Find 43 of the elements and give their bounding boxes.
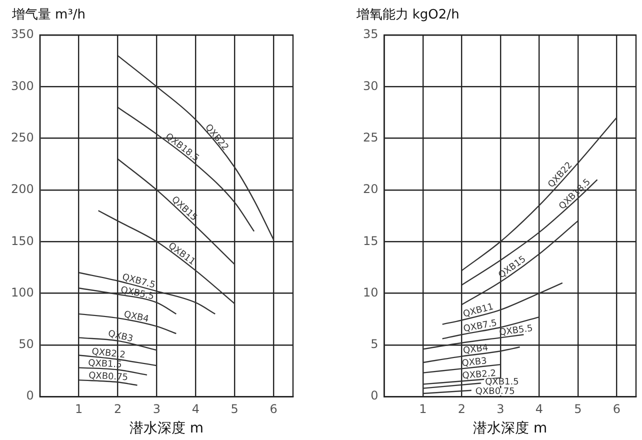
y-tick-label: 250: [11, 130, 34, 144]
text: QXB3: [106, 329, 134, 345]
x-tick-label: 3: [152, 402, 161, 416]
series-label: QXB0.75: [88, 371, 128, 384]
x-tick-label: 4: [535, 402, 543, 416]
y-tick-label: 0: [370, 388, 378, 403]
y-tick-label: 150: [11, 234, 34, 248]
x-tick-label: 3: [496, 402, 504, 416]
y-tick-label: 350: [11, 27, 34, 42]
text: QXB5.5: [498, 324, 534, 338]
text: QXB4: [462, 343, 490, 357]
x-tick-label: 6: [270, 402, 278, 416]
text: QXB3: [461, 356, 488, 370]
y-tick-label: 20: [362, 182, 378, 196]
y-tick-label: 100: [11, 285, 34, 300]
y-tick-label: 25: [362, 130, 378, 144]
y-tick-label: 200: [11, 182, 34, 196]
x-tick-label: 6: [612, 402, 620, 416]
x-tick-label: 2: [114, 402, 122, 416]
y-tick-label: 10: [362, 285, 378, 300]
y-tick-label: 50: [18, 337, 34, 352]
x-tick-label: 4: [192, 402, 200, 416]
x-axis-title: 潜水深度 m: [129, 420, 204, 437]
text: QXB4: [122, 310, 150, 325]
y-tick-label: 35: [362, 27, 378, 42]
y-tick-label: 15: [362, 234, 378, 248]
x-tick-label: 1: [75, 402, 83, 416]
y-tick-label: 300: [11, 78, 34, 93]
series-label: QXB1.5: [88, 358, 122, 370]
y-tick-label: 5: [370, 337, 378, 352]
y-tick-label: 30: [362, 78, 378, 93]
x-tick-label: 2: [458, 402, 466, 416]
text: QXB11: [462, 302, 495, 320]
text: QXB7.5: [462, 318, 498, 335]
series-label: QXB0.75: [475, 387, 515, 398]
y-axis-title: 增氧能力 kgO2/h: [355, 7, 460, 22]
x-axis-title: 潜水深度 m: [473, 420, 548, 437]
y-tick-label: 0: [26, 388, 34, 403]
series-label: QXB1.5: [485, 378, 519, 388]
y-axis-title: 增气量 m³/h: [10, 7, 86, 22]
x-tick-label: 5: [230, 402, 238, 416]
x-tick-label: 5: [574, 402, 582, 416]
x-tick-label: 1: [419, 402, 427, 416]
